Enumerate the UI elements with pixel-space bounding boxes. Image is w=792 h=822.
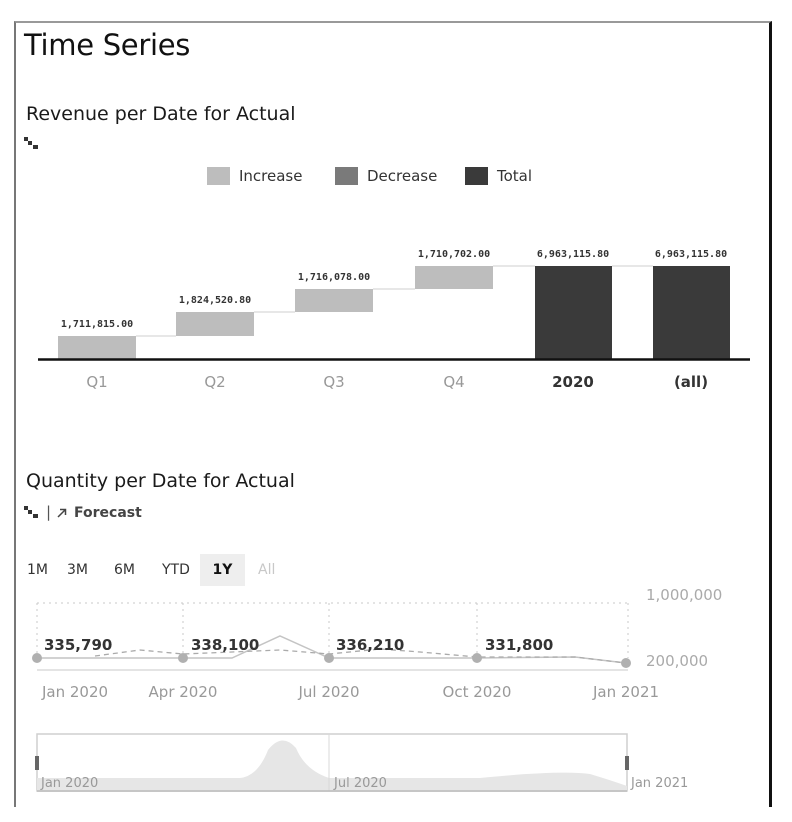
page-title: Time Series [24,28,191,62]
revenue-chart-title: Revenue per Date for Actual [26,103,296,125]
navigator-mid-label: Jul 2020 [334,776,387,791]
navigator-end-label: Jan 2021 [631,776,689,791]
point-label: 336,210 [336,636,405,654]
point-label: 338,100 [191,636,260,654]
legend-label: Decrease [367,167,438,185]
bar-q4[interactable] [415,266,493,289]
navigator-right-handle[interactable] [625,756,629,770]
hierarchy-icon[interactable] [24,506,42,520]
range-button-6m[interactable]: 6M [114,562,135,578]
navigator-left-handle[interactable] [35,756,39,770]
y-axis-tick: 200,000 [646,652,709,670]
category-label: Q2 [204,373,226,391]
data-point[interactable] [178,653,188,663]
navigator-start-label: Jan 2020 [41,776,99,791]
waterfall-plot [38,265,750,361]
range-button-3m[interactable]: 3M [67,562,88,578]
bar-value-label: 1,716,078.00 [297,272,371,283]
bar-value-label: 6,963,115.80 [536,249,610,260]
category-label: (all) [673,373,709,391]
range-selector: 1M 3M 6M YTD 1Y All [27,554,281,586]
line-plot [32,602,631,671]
time-series-panel [14,21,772,807]
bar-value-label: 6,963,115.80 [654,249,728,260]
category-label: Q3 [323,373,345,391]
quantity-chart-title: Quantity per Date for Actual [26,470,295,492]
x-axis-tick: Jan 2020 [41,683,109,701]
legend-label: Increase [239,167,303,185]
forecast-button[interactable]: Forecast [55,505,142,521]
range-button-1y[interactable]: 1Y [200,554,245,586]
x-axis-tick: Jan 2021 [592,683,660,701]
x-axis-tick: Jul 2020 [298,683,360,701]
data-point[interactable] [32,653,42,663]
point-label: 335,790 [44,636,113,654]
hierarchy-icon[interactable] [24,137,42,151]
range-button-all[interactable]: All [258,562,276,578]
forecast-label: Forecast [74,505,142,521]
decrease-swatch [335,167,358,185]
bar-value-label: 1,711,815.00 [60,319,134,330]
bar-value-label: 1,824,520.80 [178,295,252,306]
bar-q2[interactable] [176,312,254,336]
waterfall-legend: Increase Decrease Total [207,167,532,185]
y-axis-tick: 1,000,000 [646,586,723,604]
legend-item-decrease[interactable]: Decrease [335,167,465,185]
bar-value-label: 1,710,702.00 [417,249,491,260]
data-point[interactable] [472,653,482,663]
bar-2020-total[interactable] [535,266,612,359]
total-swatch [465,167,488,185]
x-axis-tick: Apr 2020 [148,683,218,701]
legend-label: Total [497,167,533,185]
category-label: Q4 [443,373,465,391]
bar-q1[interactable] [58,336,136,359]
increase-swatch [207,167,230,185]
legend-item-total[interactable]: Total [465,167,532,185]
category-label: 2020 [552,373,594,391]
range-navigator[interactable] [0,730,792,800]
point-label: 331,800 [485,636,554,654]
data-point[interactable] [621,658,631,668]
range-button-ytd[interactable]: YTD [162,562,190,578]
legend-item-increase[interactable]: Increase [207,167,335,185]
x-axis-tick: Oct 2020 [442,683,512,701]
bar-q3[interactable] [295,289,373,312]
category-label: Q1 [86,373,108,391]
data-point[interactable] [324,653,334,663]
toolbar-separator: | [46,503,52,521]
arrow-up-right-icon [57,508,67,518]
range-button-1m[interactable]: 1M [27,562,48,578]
bar-all-total[interactable] [653,266,730,359]
